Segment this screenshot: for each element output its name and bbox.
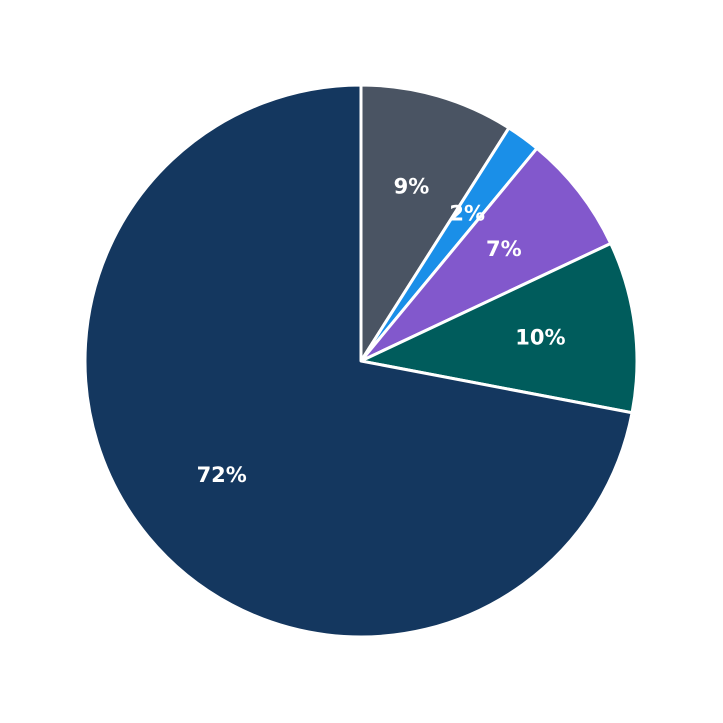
pie-slice — [359, 241, 639, 415]
slice-label: 72% — [197, 463, 247, 487]
slice-label: 7% — [486, 237, 522, 261]
pie-slice — [359, 146, 613, 363]
slice-label: 2% — [449, 202, 485, 226]
pie-slice — [83, 83, 634, 639]
pie-slice — [359, 83, 511, 363]
slice-label: 10% — [515, 325, 565, 349]
slice-label: 9% — [394, 174, 430, 198]
